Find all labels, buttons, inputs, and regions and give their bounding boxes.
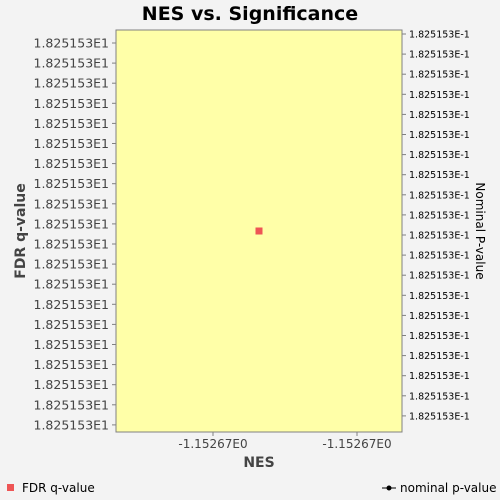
y-right-tick-label: 1.825153E-1	[409, 50, 470, 61]
y-tick-label: 1.825153E1	[34, 297, 110, 312]
y-right-tick-label: 1.825153E-1	[409, 110, 470, 121]
y-axis-label-right: Nominal P-value	[473, 182, 487, 279]
y-tick-label: 1.825153E1	[34, 36, 110, 51]
y-tick-label: 1.825153E1	[34, 136, 110, 151]
y-right-tick-label: 1.825153E-1	[409, 291, 470, 302]
y-tick-label: 1.825153E1	[34, 56, 110, 71]
y-tick-label: 1.825153E1	[34, 76, 110, 91]
y-right-tick-label: 1.825153E-1	[409, 391, 470, 402]
y-right-tick-label: 1.825153E-1	[409, 271, 470, 282]
right-axis: 1.825153E-1 1.825153E-1 1.825153E-1 1.82515…	[402, 30, 470, 422]
y-tick-label: 1.825153E1	[34, 317, 110, 332]
y-tick-label: 1.825153E1	[34, 397, 110, 412]
y-tick-label: 1.825153E1	[34, 216, 110, 231]
legend-nominal-label: nominal p-value	[400, 481, 496, 495]
y-axis-label: FDR q-value	[13, 183, 29, 279]
y-tick-label: 1.825153E1	[34, 257, 110, 272]
y-tick-label: 1.825153E1	[34, 417, 110, 432]
data-point-fdr	[255, 227, 263, 235]
y-right-tick-label: 1.825153E-1	[409, 30, 470, 41]
left-axis: 1.825153E1 1.825153E1 1.825153E1 1.825153E1…	[34, 36, 116, 432]
y-tick-label: 1.825153E1	[34, 277, 110, 292]
y-tick-label: 1.825153E1	[34, 156, 110, 171]
y-right-tick-label: 1.825153E-1	[409, 70, 470, 81]
y-right-tick-label: 1.825153E-1	[409, 351, 470, 362]
x-tick-label: -1.15267E0	[322, 437, 391, 451]
y-right-tick-label: 1.825153E-1	[409, 251, 470, 262]
y-right-tick-label: 1.825153E-1	[409, 411, 470, 422]
y-right-tick-label: 1.825153E-1	[409, 371, 470, 382]
y-right-tick-label: 1.825153E-1	[409, 210, 470, 221]
y-right-tick-label: 1.825153E-1	[409, 130, 470, 141]
y-right-tick-label: 1.825153E-1	[409, 170, 470, 181]
y-right-tick-label: 1.825153E-1	[409, 150, 470, 161]
y-tick-label: 1.825153E1	[34, 377, 110, 392]
y-right-tick-label: 1.825153E-1	[409, 231, 470, 242]
y-tick-label: 1.825153E1	[34, 116, 110, 131]
y-right-tick-label: 1.825153E-1	[409, 190, 470, 201]
legend-nominal-dot-icon	[386, 485, 392, 491]
x-axis-label: NES	[243, 455, 274, 471]
legend: FDR q-value nominal p-value	[7, 481, 496, 495]
y-tick-label: 1.825153E1	[34, 337, 110, 352]
points-layer	[255, 227, 263, 235]
legend-fdr-marker	[7, 484, 14, 491]
bottom-axis: -1.15267E0 -1.15267E0	[178, 432, 392, 451]
y-tick-label: 1.825153E1	[34, 237, 110, 252]
y-right-tick-label: 1.825153E-1	[409, 311, 470, 322]
y-tick-label: 1.825153E1	[34, 196, 110, 211]
chart-title: NES vs. Significance	[142, 3, 358, 25]
x-tick-label: -1.15267E0	[178, 437, 247, 451]
legend-fdr-label: FDR q-value	[22, 481, 95, 495]
y-tick-label: 1.825153E1	[34, 96, 110, 111]
y-right-tick-label: 1.825153E-1	[409, 90, 470, 101]
y-tick-label: 1.825153E1	[34, 357, 110, 372]
y-right-tick-label: 1.825153E-1	[409, 331, 470, 342]
y-tick-label: 1.825153E1	[34, 176, 110, 191]
